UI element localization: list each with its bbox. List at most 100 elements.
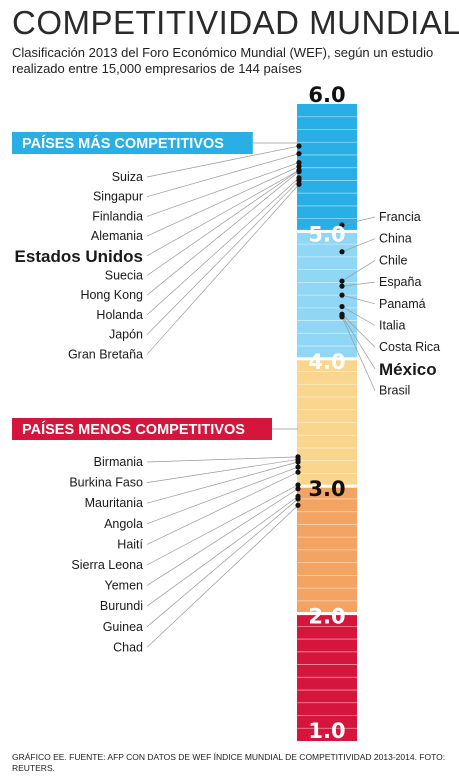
country-label: Estados Unidos (15, 247, 143, 266)
country-label: Japón (109, 328, 143, 342)
data-points (295, 143, 345, 508)
country-label: Burkina Faso (69, 476, 143, 490)
connector-line (146, 177, 300, 316)
tick-label: 5.0 (308, 222, 345, 246)
connector-line (146, 169, 300, 257)
connector-line (146, 145, 300, 178)
connector-line (341, 281, 376, 287)
tick-label: 3.0 (308, 477, 345, 501)
country-label: Burundi (100, 599, 143, 613)
connector-line (341, 238, 376, 253)
country-label: Birmania (94, 455, 143, 469)
country-label: Panamá (379, 297, 426, 311)
connector-line (146, 162, 300, 217)
connector-line (341, 294, 376, 305)
country-labels: Suiza Singapur Finlandia Alemania Estados Un… (15, 170, 441, 654)
data-point (295, 469, 301, 475)
connector-line (146, 488, 299, 586)
data-point (295, 502, 301, 508)
scale-gap (297, 612, 357, 616)
tick-label: 6.0 (308, 83, 345, 107)
country-label: Chile (379, 253, 408, 267)
scale-tick-labels: 6.0 5.0 4.0 3.0 2.0 1.0 (308, 83, 345, 743)
source-footer: Gráfico EE. Fuente: AFP con datos de WEF… (12, 752, 446, 773)
connector-line (341, 216, 376, 226)
country-label: Holanda (96, 308, 143, 322)
scale-gap (297, 484, 357, 488)
connector-line (341, 315, 376, 370)
connector-line (146, 171, 300, 296)
country-label: Yemen (105, 579, 144, 593)
group-badges: PAÍSES MÁS COMPETITIVOS PAÍSES MENOS COMP… (12, 132, 298, 440)
data-point (339, 303, 345, 310)
connector-line (146, 498, 299, 628)
data-point (296, 181, 302, 187)
scale-gap (297, 229, 357, 233)
country-label: Brasil (379, 384, 410, 398)
connector-lines (146, 145, 376, 648)
data-point (296, 168, 302, 175)
data-point (295, 486, 301, 492)
country-label: Mauritania (85, 496, 143, 510)
connector-line (146, 484, 299, 566)
page-subtitle: Clasificación 2013 del Foro Económico Mu… (12, 45, 434, 76)
data-point (339, 249, 345, 255)
country-label: Costa Rica (379, 340, 440, 354)
connector-line (146, 180, 300, 335)
connector-line (341, 316, 376, 391)
country-label: Haití (117, 537, 143, 551)
data-point (339, 222, 345, 228)
connector-line (341, 260, 376, 282)
group-badge-label: PAÍSES MENOS COMPETITIVOS (22, 421, 245, 438)
group-badge-label: PAÍSES MÁS COMPETITIVOS (22, 135, 224, 152)
country-label: Guinea (103, 620, 143, 634)
connector-line (146, 461, 299, 504)
data-point (339, 314, 345, 320)
country-label: Italia (379, 319, 405, 333)
data-point (296, 151, 302, 157)
tick-label: 2.0 (308, 605, 345, 629)
page-title: COMPETITIVIDAD MUNDIAL (12, 4, 459, 41)
connector-line (146, 459, 299, 483)
country-label: Francia (379, 210, 421, 224)
country-label: China (379, 232, 412, 246)
data-point (295, 459, 301, 465)
data-point (296, 163, 302, 170)
country-label: Suecia (105, 269, 143, 283)
connector-line (146, 166, 300, 237)
tick-label: 1.0 (308, 719, 345, 743)
country-label: Gran Bretaña (68, 347, 143, 361)
country-label: Chad (113, 640, 143, 654)
connector-line (146, 471, 299, 545)
country-label: Alemania (91, 229, 143, 243)
connector-line (341, 306, 376, 326)
data-point (339, 283, 345, 289)
data-point (339, 292, 345, 298)
data-point (339, 278, 345, 284)
country-label: Hong Kong (80, 288, 143, 302)
data-point (296, 143, 302, 149)
data-point (296, 177, 302, 184)
connector-line (146, 505, 299, 648)
data-point (295, 496, 301, 502)
country-label: Singapur (93, 190, 143, 204)
connector-line (341, 313, 376, 348)
connector-line (146, 456, 299, 463)
group-badge-bg (12, 132, 253, 154)
country-label: México (379, 360, 437, 379)
country-label: Finlandia (92, 209, 143, 223)
group-badge-bg (12, 418, 272, 440)
country-label: Angola (104, 517, 143, 531)
connector-line (146, 184, 300, 355)
country-label: Suiza (112, 170, 143, 184)
data-point (296, 160, 302, 166)
scale-gap (297, 357, 357, 361)
data-point (295, 482, 301, 488)
connector-line (146, 496, 299, 607)
connector-line (146, 153, 300, 198)
scale-stripes (297, 116, 357, 729)
country-label: España (379, 275, 421, 289)
tick-label: 4.0 (308, 350, 345, 374)
connector-line (146, 466, 299, 525)
